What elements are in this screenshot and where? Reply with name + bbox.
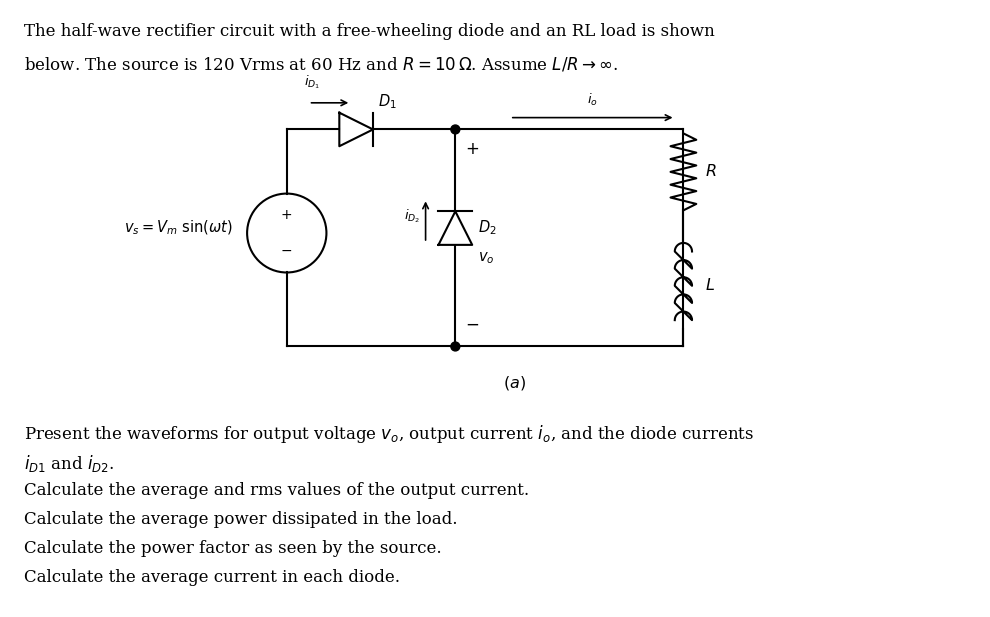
Text: −: − [281, 244, 293, 258]
Text: The half-wave rectifier circuit with a free-wheeling diode and an RL load is sho: The half-wave rectifier circuit with a f… [24, 23, 715, 40]
Text: $(a)$: $(a)$ [503, 374, 527, 392]
Text: $i_o$: $i_o$ [587, 92, 598, 108]
Circle shape [450, 125, 459, 134]
Text: $i_{D1}$ and $i_{D2}$.: $i_{D1}$ and $i_{D2}$. [24, 452, 115, 473]
Circle shape [450, 342, 459, 351]
Text: Present the waveforms for output voltage $v_o$, output current $i_o$, and the di: Present the waveforms for output voltage… [24, 423, 754, 445]
Text: −: − [465, 316, 479, 334]
Text: $v_o$: $v_o$ [478, 250, 495, 265]
Text: $D_1$: $D_1$ [378, 93, 397, 111]
Text: $i_{D_2}$: $i_{D_2}$ [404, 207, 421, 225]
Text: $i_{D_1}$: $i_{D_1}$ [304, 73, 321, 91]
Text: Calculate the average current in each diode.: Calculate the average current in each di… [24, 569, 400, 586]
Text: below. The source is 120 Vrms at 60 Hz and $R = 10\,\Omega$. Assume $L/R \righta: below. The source is 120 Vrms at 60 Hz a… [24, 56, 618, 73]
Text: Calculate the average power dissipated in the load.: Calculate the average power dissipated i… [24, 511, 457, 528]
Text: $R$: $R$ [705, 164, 717, 180]
Text: $v_s = V_m\ \sin(\omega t)$: $v_s = V_m\ \sin(\omega t)$ [124, 219, 233, 238]
Text: +: + [465, 140, 479, 158]
Text: Calculate the power factor as seen by the source.: Calculate the power factor as seen by th… [24, 540, 442, 557]
Text: Calculate the average and rms values of the output current.: Calculate the average and rms values of … [24, 482, 529, 499]
Text: $L$: $L$ [705, 277, 715, 294]
Text: +: + [281, 209, 293, 222]
Text: $D_2$: $D_2$ [478, 219, 497, 238]
